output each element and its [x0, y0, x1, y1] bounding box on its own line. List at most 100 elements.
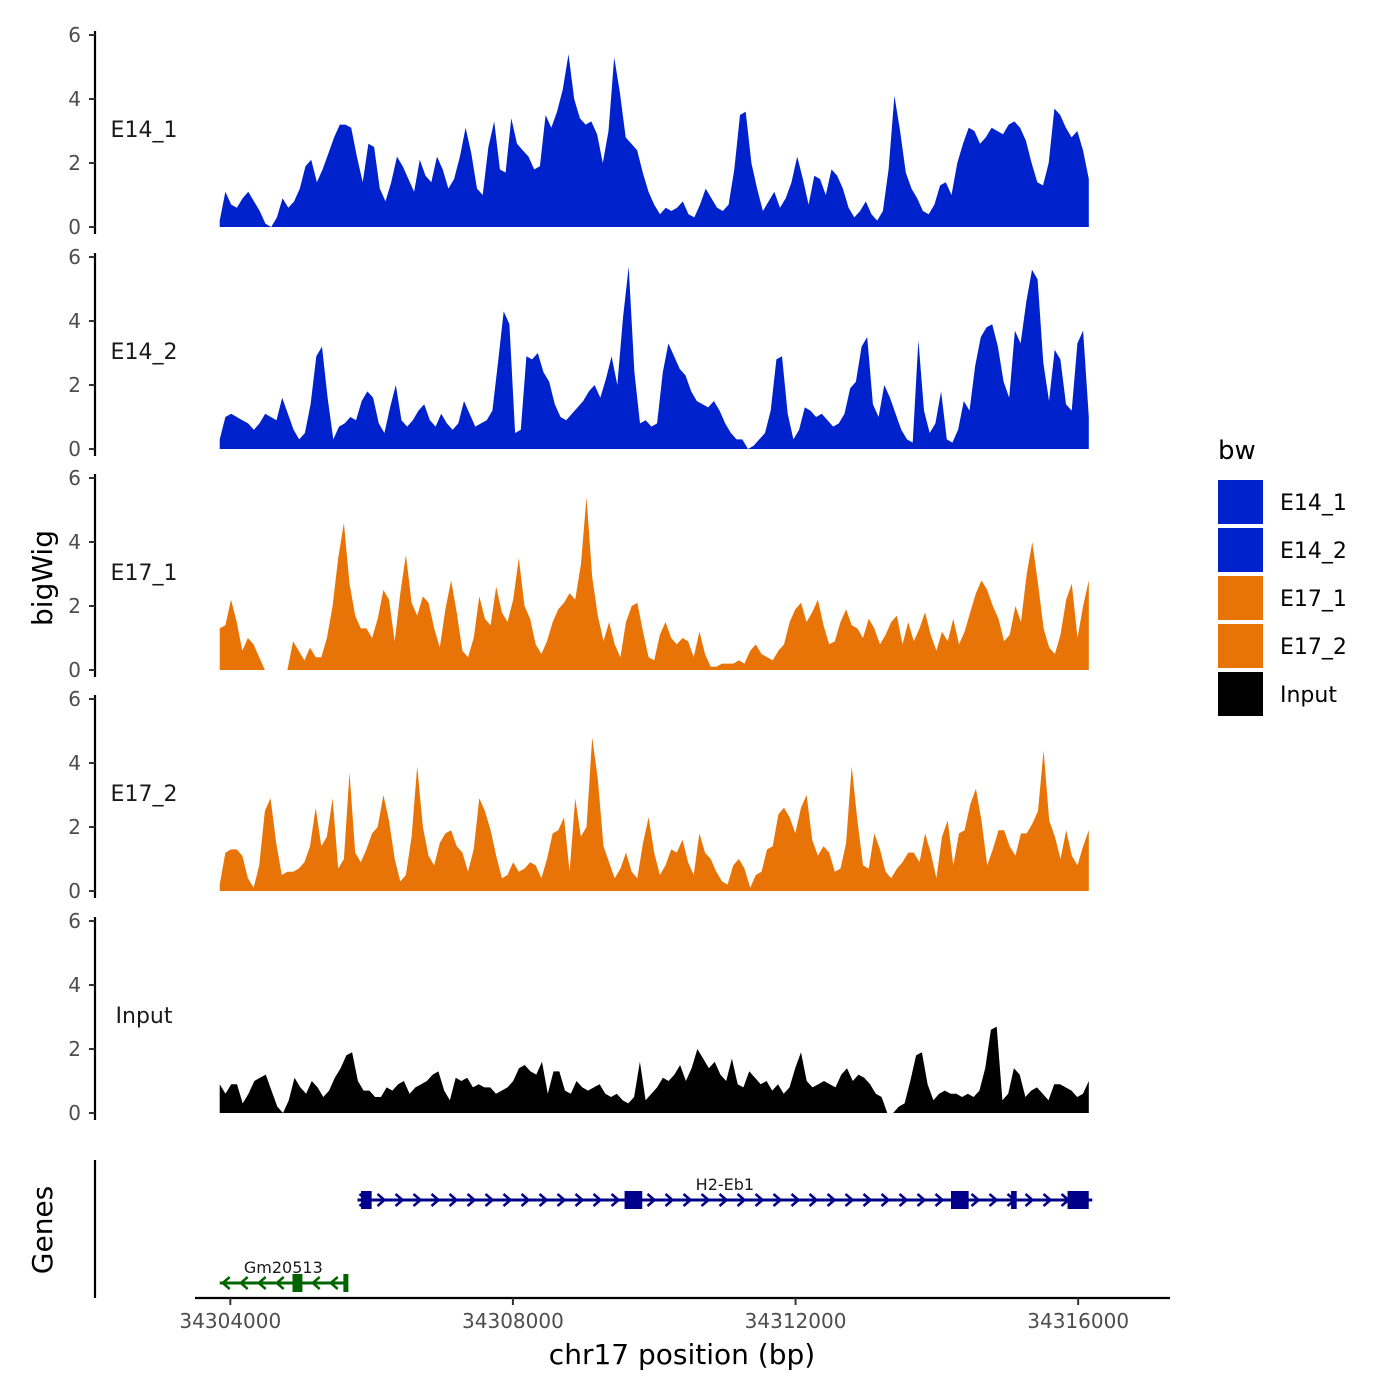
strand-chevron [328, 1276, 339, 1290]
strand-chevron [718, 1193, 729, 1207]
legend: bw E14_1 E14_2 E17_1 E17_2 Input [1218, 436, 1347, 716]
gene-exon [343, 1274, 349, 1292]
gene-exon [1011, 1191, 1017, 1209]
legend-swatch [1218, 480, 1263, 524]
track-e14-1: 0 2 4 6 E14_1 [68, 23, 1089, 239]
x-axis-title: chr17 position (bp) [549, 1338, 815, 1371]
legend-label: E14_1 [1280, 491, 1347, 516]
track-e14-2: 0 2 4 6 E14_2 [68, 245, 1089, 461]
strand-chevron [916, 1193, 927, 1207]
strand-chevron [220, 1276, 231, 1290]
y-tick-label: 4 [68, 309, 81, 333]
gene-gm20513: Gm20513 [219, 1258, 349, 1292]
strand-chevron [736, 1193, 747, 1207]
track-label: Input [116, 1004, 173, 1029]
y-tick-label: 6 [68, 23, 81, 47]
strand-chevron [412, 1193, 423, 1207]
legend-label: E17_2 [1280, 635, 1347, 660]
strand-chevron [520, 1193, 531, 1207]
strand-chevron [898, 1193, 909, 1207]
strand-chevron [700, 1193, 711, 1207]
y-tick-label: 0 [68, 437, 81, 461]
y-tick-label: 4 [68, 87, 81, 111]
track-e17-2: 0 2 4 6 E17_2 [68, 687, 1089, 903]
strand-chevron [556, 1193, 567, 1207]
x-tick-label: 34312000 [745, 1309, 847, 1333]
legend-label: E17_1 [1280, 587, 1347, 612]
strand-chevron [880, 1193, 891, 1207]
coverage-area-e14-2 [219, 266, 1089, 449]
track-e17-1: 0 2 4 6 E17_1 [68, 466, 1089, 682]
genes-panel: H2-Eb1 Gm20513 [93, 1160, 1093, 1298]
y-tick-label: 0 [68, 658, 81, 682]
gene-label: H2-Eb1 [696, 1175, 754, 1194]
y-axis-title: bigWig [26, 530, 59, 626]
coverage-area-e17-2 [219, 737, 1089, 891]
legend-label: E14_2 [1280, 539, 1347, 564]
strand-chevron [448, 1193, 459, 1207]
strand-chevron [682, 1193, 693, 1207]
strand-chevron [772, 1193, 783, 1207]
strand-chevron [610, 1193, 621, 1207]
strand-chevron [1024, 1193, 1035, 1207]
strand-chevron [502, 1193, 513, 1207]
strand-chevron [664, 1193, 675, 1207]
y-tick-label: 2 [68, 1037, 81, 1061]
x-tick-label: 34316000 [1027, 1309, 1129, 1333]
gene-exon [361, 1191, 372, 1209]
strand-chevron [538, 1193, 549, 1207]
strand-chevron [376, 1193, 387, 1207]
legend-swatch [1218, 624, 1263, 668]
y-tick-label: 0 [68, 1101, 81, 1125]
gene-exon [292, 1274, 303, 1292]
legend-label: Input [1280, 683, 1337, 708]
strand-chevron [484, 1193, 495, 1207]
gene-exon [950, 1191, 969, 1209]
strand-chevron [808, 1193, 819, 1207]
y-tick-label: 4 [68, 973, 81, 997]
y-tick-label: 0 [68, 879, 81, 903]
x-axis: 34304000 34308000 34312000 34316000 [179, 1296, 1170, 1333]
gene-label: Gm20513 [244, 1258, 323, 1277]
strand-chevron [826, 1193, 837, 1207]
y-tick-label: 4 [68, 751, 81, 775]
track-label: E17_1 [111, 561, 178, 586]
strand-chevron [574, 1193, 585, 1207]
track-input: 0 2 4 6 Input [68, 909, 1089, 1125]
strand-chevron [238, 1276, 249, 1290]
strand-chevron [862, 1193, 873, 1207]
strand-chevron [646, 1193, 657, 1207]
coverage-area-input [219, 1026, 1089, 1113]
y-tick-label: 0 [68, 215, 81, 239]
y-tick-label: 2 [68, 151, 81, 175]
strand-chevron [430, 1193, 441, 1207]
strand-chevron [394, 1193, 405, 1207]
strand-chevron [256, 1276, 267, 1290]
y-tick-label: 6 [68, 909, 81, 933]
strand-chevron [274, 1276, 285, 1290]
gene-exon [624, 1191, 643, 1209]
strand-chevron [466, 1193, 477, 1207]
gene-exon [1067, 1191, 1089, 1209]
coverage-area-e17-1 [219, 497, 1089, 670]
y-tick-label: 6 [68, 245, 81, 269]
x-tick-label: 34304000 [179, 1309, 281, 1333]
legend-swatch [1218, 528, 1263, 572]
coverage-area-e14-1 [219, 54, 1089, 228]
track-label: E14_2 [111, 340, 178, 365]
strand-chevron [970, 1193, 981, 1207]
legend-swatch [1218, 576, 1263, 620]
coverage-tracks: 0 2 4 6 E14_1 0 2 4 6 E14_2 0 2 4 6 E17_1 0 2 4 6 E17_2 0 2 4 6… [68, 23, 1089, 1125]
strand-chevron [934, 1193, 945, 1207]
strand-chevron [790, 1193, 801, 1207]
legend-title: bw [1218, 436, 1256, 466]
gene-h2-eb1: H2-Eb1 [357, 1175, 1093, 1209]
strand-chevron [844, 1193, 855, 1207]
y-tick-label: 6 [68, 687, 81, 711]
y-tick-label: 2 [68, 815, 81, 839]
strand-chevron [754, 1193, 765, 1207]
track-label: E17_2 [111, 782, 178, 807]
y-tick-label: 6 [68, 466, 81, 490]
genes-axis-title: Genes [26, 1186, 59, 1274]
